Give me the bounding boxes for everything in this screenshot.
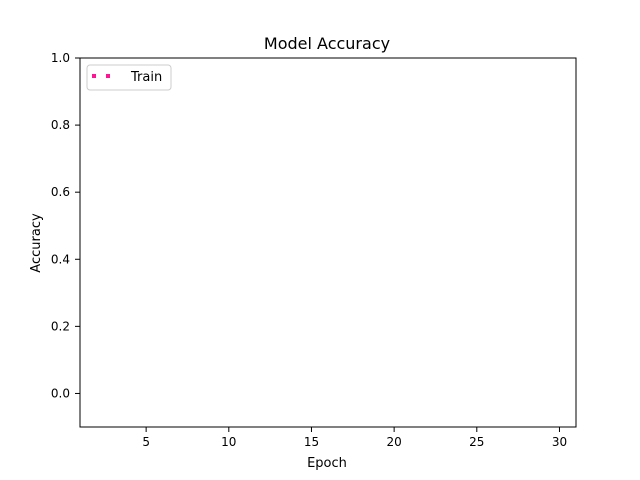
legend-label-train: Train: [130, 70, 162, 85]
x-tick-label: 25: [469, 435, 484, 449]
x-tick-label: 15: [304, 435, 319, 449]
x-tick-label: 5: [142, 435, 150, 449]
y-tick-label: 0.6: [51, 185, 70, 199]
x-axis: 5 10 15 20 25 30: [142, 427, 567, 449]
y-tick-label: 0.2: [51, 319, 70, 333]
x-axis-label: Epoch: [307, 456, 347, 471]
y-axis-label: Accuracy: [29, 213, 44, 273]
y-axis: 0.0 0.2 0.4 0.6 0.8 1.0: [51, 51, 80, 400]
legend: Train: [86, 64, 172, 91]
y-tick-label: 1.0: [51, 51, 70, 65]
y-tick-label: 0.8: [51, 118, 70, 132]
x-tick-label: 20: [386, 435, 401, 449]
chart-title: Model Accuracy: [264, 34, 390, 53]
y-tick-label: 0.4: [51, 252, 70, 266]
y-tick-label: 0.0: [51, 386, 70, 400]
x-tick-label: 10: [221, 435, 236, 449]
legend-box: [86, 64, 172, 91]
plot-area: [79, 57, 577, 428]
x-tick-label: 30: [552, 435, 567, 449]
